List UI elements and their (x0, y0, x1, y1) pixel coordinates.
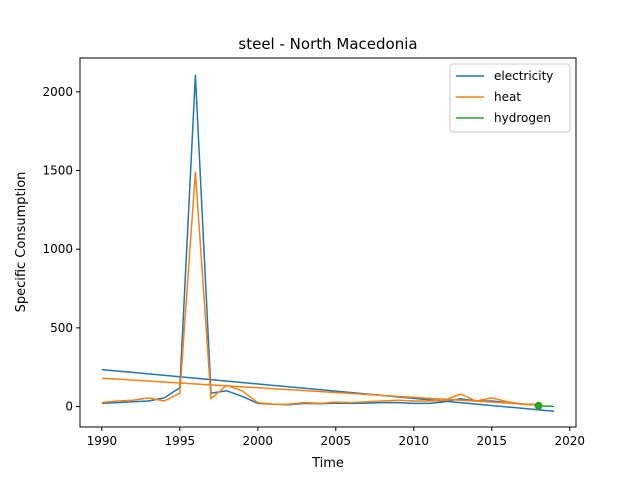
series-line-electricity-trend (101, 368, 555, 413)
y-axis-label: Specific Consumption (14, 172, 29, 313)
x-tick-label: 1990 (87, 434, 118, 448)
legend-label-electricity: electricity (494, 69, 553, 83)
y-axis-ticks: 0 500 1000 1500 2000 (42, 85, 80, 414)
series-line-heat (101, 171, 539, 405)
legend-box (449, 63, 571, 133)
x-tick-label: 2015 (477, 434, 508, 448)
y-tick-label: 0 (65, 400, 73, 414)
x-axis-ticks: 1990 1995 2000 2005 2010 2015 2020 (87, 427, 585, 448)
y-tick-label: 500 (50, 321, 73, 335)
y-tick-label: 1000 (42, 242, 73, 256)
y-tick-label: 1500 (42, 164, 73, 178)
legend: electricity heat hydrogen (449, 63, 571, 133)
x-tick-label: 2010 (399, 434, 430, 448)
plot-frame (79, 57, 577, 428)
x-tick-label: 2005 (321, 434, 352, 448)
legend-label-heat: heat (494, 90, 521, 104)
x-tick-label: 1995 (165, 434, 196, 448)
plot-lines (101, 74, 555, 413)
x-tick-label: 2020 (554, 434, 585, 448)
y-tick-label: 2000 (42, 85, 73, 99)
chart-title: steel - North Macedonia (238, 35, 417, 53)
x-axis-label: Time (311, 456, 344, 471)
series-line-heat-trend (101, 377, 539, 406)
series-marker-hydrogen (534, 401, 543, 410)
x-tick-label: 2000 (243, 434, 274, 448)
legend-label-hydrogen: hydrogen (494, 111, 551, 125)
